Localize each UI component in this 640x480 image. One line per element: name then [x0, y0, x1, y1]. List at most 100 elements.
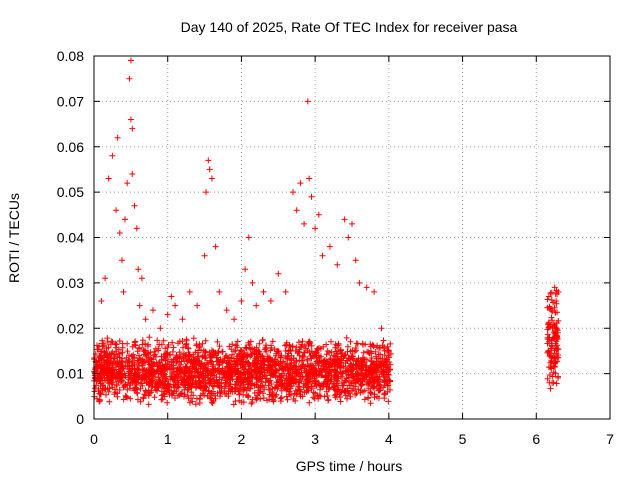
- data-point: [119, 362, 126, 368]
- data-point: [363, 356, 370, 363]
- data-point: [186, 381, 193, 388]
- data-point: [295, 339, 302, 346]
- data-point: [207, 357, 213, 364]
- data-point: [555, 373, 562, 380]
- data-point: [345, 389, 352, 396]
- data-point: [125, 362, 132, 369]
- data-point: [97, 371, 104, 378]
- data-point: [170, 344, 177, 351]
- data-point: [216, 376, 223, 383]
- data-point: [228, 367, 235, 373]
- data-point: [554, 342, 560, 349]
- data-point: [553, 320, 560, 326]
- data-point: [225, 393, 232, 400]
- data-point: [114, 390, 120, 397]
- data-point: [284, 364, 291, 371]
- data-point: [157, 325, 164, 332]
- data-point: [136, 344, 143, 351]
- data-point: [343, 334, 350, 341]
- x-tick-labels: 0 1 2 3 4 5 6 7: [90, 431, 614, 447]
- y-tick-label: 0.02: [57, 320, 84, 336]
- data-point: [277, 354, 284, 360]
- data-point: [222, 353, 229, 360]
- data-point: [271, 346, 278, 353]
- data-point: [214, 338, 221, 345]
- data-point: [136, 302, 143, 309]
- data-point: [333, 350, 340, 357]
- data-point: [164, 311, 171, 318]
- data-point: [189, 398, 196, 405]
- data-point: [248, 382, 254, 389]
- data-point: [374, 380, 381, 387]
- data-point: [152, 353, 159, 360]
- x-tick-label: 5: [459, 431, 467, 447]
- data-point: [135, 266, 142, 273]
- data-point: [385, 347, 392, 354]
- data-point: [98, 298, 105, 304]
- data-point: [164, 399, 171, 406]
- data-point: [311, 395, 318, 402]
- data-point: [173, 371, 179, 378]
- data-point: [208, 175, 215, 182]
- data-point: [332, 344, 339, 351]
- data-point: [321, 393, 328, 400]
- data-point: [177, 374, 184, 381]
- data-point: [337, 394, 343, 401]
- data-point: [293, 391, 300, 398]
- data-point: [113, 382, 120, 389]
- data-point: [280, 367, 287, 374]
- data-point: [370, 378, 377, 385]
- data-point: [113, 207, 120, 214]
- data-point: [109, 152, 116, 159]
- data-point: [372, 348, 379, 355]
- data-point: [283, 386, 290, 393]
- data-point: [177, 351, 183, 358]
- data-point: [109, 362, 115, 369]
- data-point: [387, 340, 394, 347]
- data-point: [137, 356, 144, 363]
- data-point: [368, 390, 375, 397]
- data-point: [315, 211, 322, 218]
- data-point: [147, 389, 154, 396]
- y-tick-label: 0.08: [57, 48, 84, 64]
- data-point: [108, 350, 115, 357]
- data-point: [277, 395, 284, 402]
- data-point: [545, 293, 552, 300]
- data-point: [238, 298, 245, 304]
- data-point: [190, 392, 197, 399]
- data-point: [326, 368, 333, 375]
- data-point: [116, 230, 123, 236]
- data-point: [168, 373, 175, 380]
- data-point: [292, 347, 299, 354]
- data-point: [105, 175, 112, 182]
- data-point: [198, 347, 204, 354]
- data-point: [326, 243, 333, 250]
- data-point: [386, 359, 393, 365]
- data-point: [365, 385, 372, 392]
- data-point: [332, 387, 339, 394]
- data-point: [254, 351, 261, 358]
- data-point: [111, 370, 118, 377]
- data-point: [236, 373, 242, 380]
- data-point: [192, 366, 199, 373]
- data-point: [261, 386, 268, 393]
- data-point: [255, 348, 262, 355]
- data-point: [216, 384, 223, 391]
- data-point: [168, 293, 175, 300]
- data-point: [244, 353, 251, 359]
- data-point: [131, 202, 138, 209]
- data-point: [181, 386, 188, 393]
- data-point: [102, 352, 109, 358]
- data-point: [221, 369, 228, 376]
- data-point: [355, 372, 362, 379]
- data-point: [363, 362, 370, 369]
- data-point: [381, 379, 388, 386]
- data-point: [320, 363, 327, 369]
- data-point: [548, 358, 555, 365]
- data-point: [253, 396, 260, 403]
- data-point: [132, 384, 139, 391]
- data-point: [264, 397, 270, 404]
- data-point: [105, 388, 112, 395]
- data-point: [202, 337, 209, 344]
